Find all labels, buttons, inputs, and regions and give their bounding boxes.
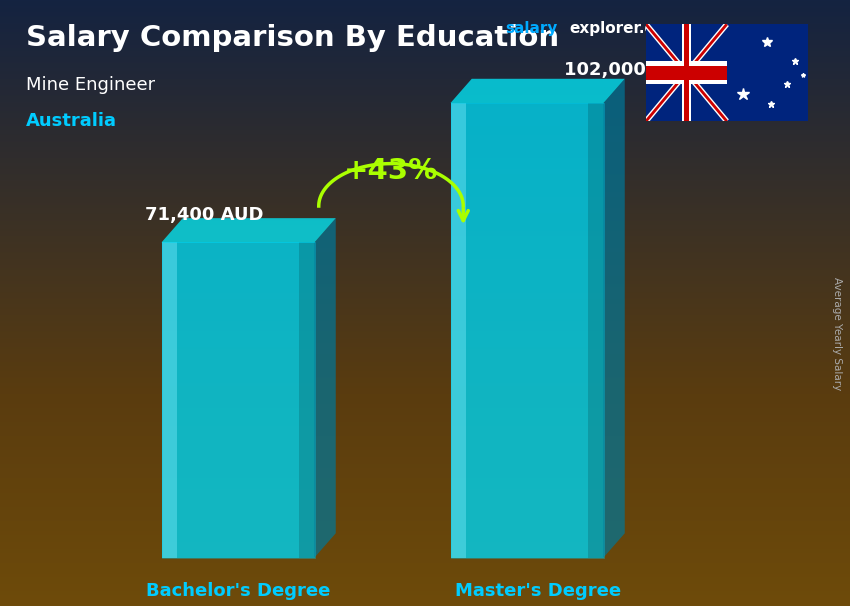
Text: Bachelor's Degree: Bachelor's Degree [146, 582, 330, 600]
Text: 102,000 AUD: 102,000 AUD [564, 61, 694, 79]
Text: Mine Engineer: Mine Engineer [26, 76, 155, 94]
Text: Average Yearly Salary: Average Yearly Salary [832, 277, 842, 390]
Polygon shape [646, 66, 727, 79]
Text: Master's Degree: Master's Degree [455, 582, 620, 600]
Polygon shape [682, 24, 691, 121]
Polygon shape [314, 218, 336, 558]
Polygon shape [450, 79, 625, 103]
Polygon shape [450, 103, 604, 558]
Text: Salary Comparison By Education: Salary Comparison By Education [26, 24, 558, 52]
Polygon shape [604, 79, 625, 558]
Polygon shape [162, 218, 336, 242]
Polygon shape [646, 61, 727, 84]
Text: explorer.com: explorer.com [570, 21, 680, 36]
Text: salary: salary [506, 21, 558, 36]
Text: +43%: +43% [343, 157, 439, 185]
Polygon shape [162, 242, 177, 558]
Polygon shape [162, 242, 314, 558]
Polygon shape [299, 242, 314, 558]
Polygon shape [450, 103, 466, 558]
Polygon shape [684, 24, 688, 121]
Polygon shape [646, 24, 808, 121]
Text: 71,400 AUD: 71,400 AUD [144, 206, 264, 224]
Polygon shape [588, 103, 604, 558]
Text: Australia: Australia [26, 112, 116, 130]
